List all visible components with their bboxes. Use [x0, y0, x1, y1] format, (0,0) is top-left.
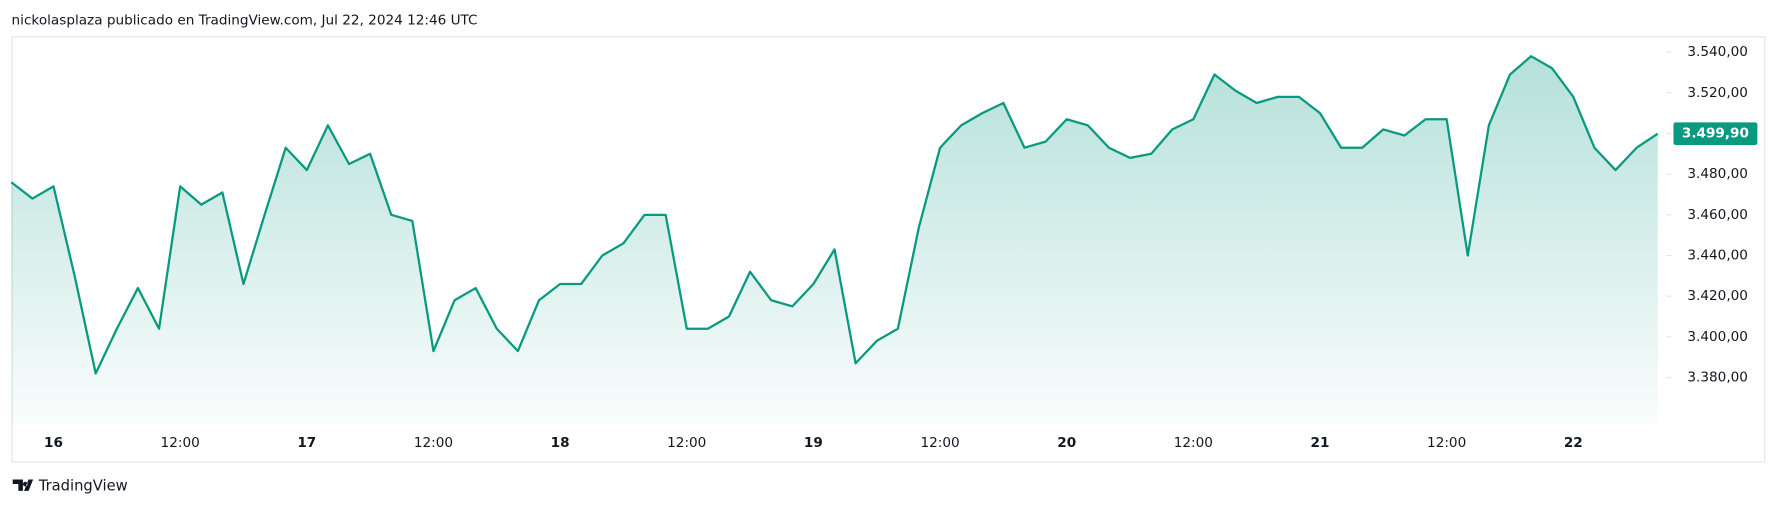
x-tick-label: 18: [551, 435, 570, 451]
x-tick-label: 21: [1311, 435, 1330, 451]
y-tick-label: 3.420,00: [1687, 288, 1748, 304]
x-tick-label: 19: [804, 435, 823, 451]
price-line: [10, 55, 1659, 375]
y-tick-label: 3.540,00: [1687, 44, 1748, 60]
y-tick-label: 3.520,00: [1687, 85, 1748, 101]
y-tick-label: 3.460,00: [1687, 207, 1748, 223]
x-tick-label: 20: [1057, 435, 1076, 451]
y-tick-label: 3.440,00: [1687, 248, 1748, 264]
x-tick-label: 17: [297, 435, 316, 451]
x-tick-label: 12:00: [1174, 435, 1213, 451]
y-tick-label: 3.480,00: [1687, 166, 1748, 182]
x-tick-label: 16: [44, 435, 63, 451]
x-tick-label: 12:00: [920, 435, 959, 451]
last-price-tag: [1673, 122, 1758, 146]
area-fill: [11, 56, 1658, 426]
y-tick-label: 3.380,00: [1687, 370, 1748, 386]
y-tick-label: 3.400,00: [1687, 329, 1748, 345]
x-tick-label: 12:00: [414, 435, 453, 451]
x-tick-label: 12:00: [1427, 435, 1466, 451]
x-tick-label: 22: [1564, 435, 1583, 451]
last-price-label: 3.499,90: [1682, 126, 1749, 142]
footer-brand: TradingView: [38, 477, 128, 494]
plot: 3.380,00 3.400,00 3.420,00 3.440,00 3.460,00…: [10, 44, 1758, 451]
x-tick-label: 12:00: [161, 435, 200, 451]
header: nickolasplaza publicado en TradingView.c…: [12, 12, 478, 28]
x-tick-label: 12:00: [667, 435, 706, 451]
logo-icon: [12, 479, 34, 491]
logo: TradingView: [12, 477, 128, 494]
